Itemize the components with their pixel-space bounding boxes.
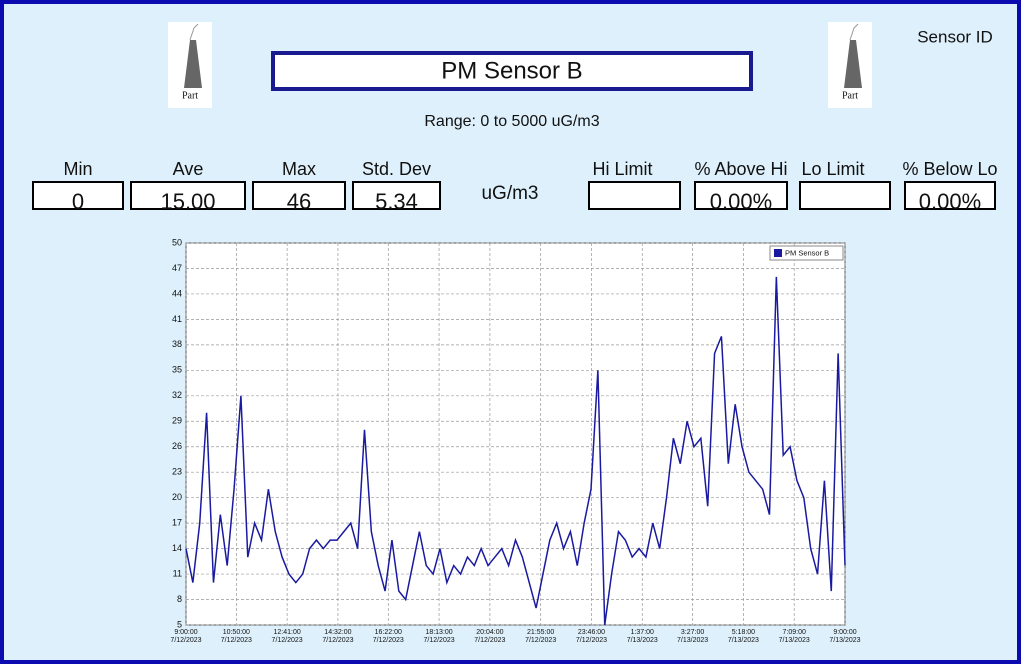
limit-label: Hi Limit	[592, 159, 652, 179]
y-tick-label: 47	[172, 263, 182, 273]
x-tick-label: 9:00:00	[174, 629, 197, 636]
data-line	[185, 276, 846, 626]
x-tick-date: 7/12/2023	[170, 637, 201, 644]
x-tick-label: 16:22:00	[375, 629, 402, 636]
x-tick-date: 7/12/2023	[474, 637, 505, 644]
limit-value: 0.00%	[919, 189, 981, 214]
x-tick-date: 7/12/2023	[221, 637, 252, 644]
icon-label: Part	[842, 90, 858, 101]
stat-value: 15.00	[160, 189, 215, 214]
y-tick-label: 11	[173, 568, 182, 578]
y-tick-label: 26	[172, 441, 182, 451]
x-tick-date: 7/13/2023	[779, 637, 810, 644]
x-tick-date: 7/12/2023	[525, 637, 556, 644]
legend-label: PM Sensor B	[785, 248, 829, 257]
stat-label: Ave	[173, 159, 204, 179]
y-tick-label: 29	[172, 416, 182, 426]
legend-box	[769, 245, 844, 261]
limit-label: % Above Hi	[694, 159, 787, 179]
title-box	[271, 51, 753, 91]
x-tick-date: 7/13/2023	[627, 637, 658, 644]
y-tick-label: 17	[172, 518, 182, 528]
stat-value: 0	[72, 189, 84, 214]
x-tick-label: 10:50:00	[223, 629, 250, 636]
x-tick-label: 3:27:00	[681, 629, 704, 636]
x-tick-label: 21:55:00	[527, 629, 554, 636]
x-tick-label: 9:00:00	[833, 629, 856, 636]
stat-label: Std. Dev	[362, 159, 431, 179]
y-tick-label: 14	[172, 543, 182, 553]
x-tick-label: 1:37:00	[631, 629, 654, 636]
legend-swatch	[774, 249, 782, 257]
y-tick-label: 44	[172, 288, 182, 298]
range: Range: 0 to 5000 uG/m3	[424, 113, 599, 130]
stat-box	[352, 181, 441, 210]
y-tick-label: 5	[177, 619, 182, 629]
x-tick-label: 23:46:00	[578, 629, 605, 636]
stat-box	[32, 181, 124, 210]
limit-box	[904, 181, 996, 210]
y-tick-label: 23	[172, 467, 182, 477]
unit: uG/m3	[481, 183, 538, 204]
stat-value: 46	[287, 189, 311, 214]
x-tick-date: 7/12/2023	[272, 637, 303, 644]
limit-label: Lo Limit	[801, 159, 864, 179]
limit-label: % Below Lo	[902, 159, 997, 179]
limit-value: 0.00%	[710, 189, 772, 214]
x-tick-date: 7/12/2023	[373, 637, 404, 644]
stat-box	[130, 181, 246, 210]
x-tick-date: 7/13/2023	[829, 637, 860, 644]
y-tick-label: 20	[172, 492, 182, 502]
limit-box	[799, 181, 891, 210]
sensor-id: Sensor ID	[917, 27, 993, 46]
y-tick-label: 41	[172, 314, 182, 324]
stat-box	[252, 181, 346, 210]
y-tick-label: 8	[177, 594, 182, 604]
x-tick-date: 7/12/2023	[576, 637, 607, 644]
x-tick-date: 7/13/2023	[677, 637, 708, 644]
y-tick-label: 50	[172, 237, 182, 247]
x-tick-label: 14:32:00	[324, 629, 351, 636]
x-tick-label: 7:09:00	[783, 629, 806, 636]
y-tick-label: 35	[172, 365, 182, 375]
stat-label: Min	[63, 159, 92, 179]
y-tick-label: 32	[172, 390, 182, 400]
y-tick-label: 38	[172, 339, 182, 349]
limit-box	[588, 181, 681, 210]
x-tick-date: 7/12/2023	[423, 637, 454, 644]
x-tick-date: 7/12/2023	[322, 637, 353, 644]
plot-area	[185, 242, 846, 626]
x-tick-label: 18:13:00	[425, 629, 452, 636]
x-tick-label: 12:41:00	[274, 629, 301, 636]
title: PM Sensor B	[441, 57, 582, 84]
x-tick-label: 20:04:00	[476, 629, 503, 636]
icon: Part	[828, 22, 872, 108]
stat-value: 5.34	[375, 189, 418, 214]
limit-box	[694, 181, 788, 210]
x-tick-date: 7/13/2023	[728, 637, 759, 644]
icon: Part	[168, 22, 212, 108]
stat-label: Max	[282, 159, 316, 179]
icon-label: Part	[182, 90, 198, 101]
x-tick-label: 5:18:00	[732, 629, 755, 636]
